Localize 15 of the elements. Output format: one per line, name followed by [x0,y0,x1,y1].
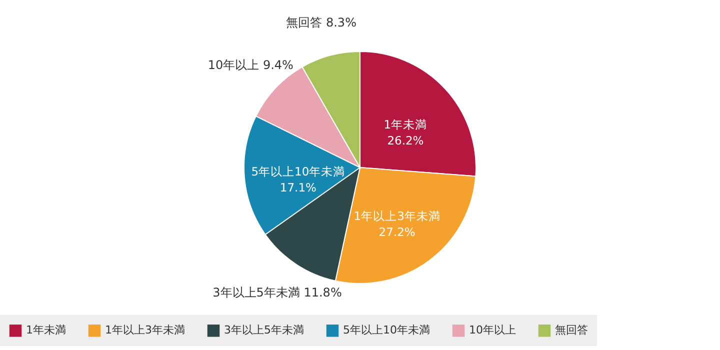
category-label: 10年以上 9.4% [208,58,294,72]
slice-label: 5年以上10年未満 [251,164,346,178]
slice-label: 1年未満 [384,117,428,132]
data-label: 27.2% [378,225,416,240]
slice-label: 1年以上3年未満 [354,209,440,224]
legend-label: 1年以上3年未満 [105,324,185,337]
legend-label: 1年未満 [26,324,66,337]
category-label: 無回答 8.3% [286,16,356,30]
legend-label: 無回答 [555,324,588,337]
data-label: 17.1% [280,180,317,194]
legend-label: 5年以上10年未満 [343,324,430,337]
legend-label: 10年以上 [469,324,516,337]
data-label: 26.2% [387,133,424,148]
category-label: 3年以上5年未満 11.8% [212,286,342,300]
legend-label: 3年以上5年未満 [224,324,304,337]
